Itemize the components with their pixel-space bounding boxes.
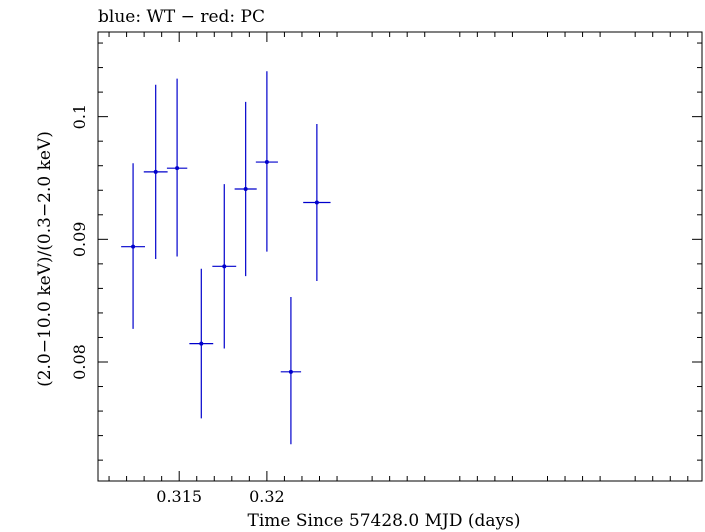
minor-ticks [98,32,702,481]
data-marker [199,341,204,346]
data-marker [314,200,319,205]
data-point [280,296,302,445]
data-marker [243,187,248,192]
chart-title: blue: WT − red: PC [98,7,265,27]
x-tick-label: 0.315 [156,487,202,506]
y-tick-labels: 0.08 0.09 0.1 [70,104,89,380]
data-point [212,184,237,349]
data-point [234,101,257,277]
data-marker [153,169,158,174]
y-tick-label: 0.08 [70,344,89,380]
y-tick-label: 0.09 [70,222,89,258]
data-marker [222,264,227,269]
plot-frame [97,31,703,482]
data-points [121,71,331,445]
data-marker [131,244,136,249]
data-marker [175,166,180,171]
data-point [189,268,214,419]
data-marker [288,369,293,374]
major-ticks [98,32,702,481]
data-point [143,84,168,259]
x-axis-label: Time Since 57428.0 MJD (days) [248,511,521,531]
x-tick-label: 0.32 [249,487,285,506]
data-point [255,71,278,252]
y-axis-label: (2.0−10.0 keV)/(0.3−2.0 keV) [35,131,55,387]
x-tick-labels: 0.315 0.32 [156,487,284,506]
data-point [166,78,188,257]
y-tick-label: 0.1 [70,104,89,129]
data-point [121,163,146,329]
data-point [303,124,331,282]
data-marker [264,160,269,165]
